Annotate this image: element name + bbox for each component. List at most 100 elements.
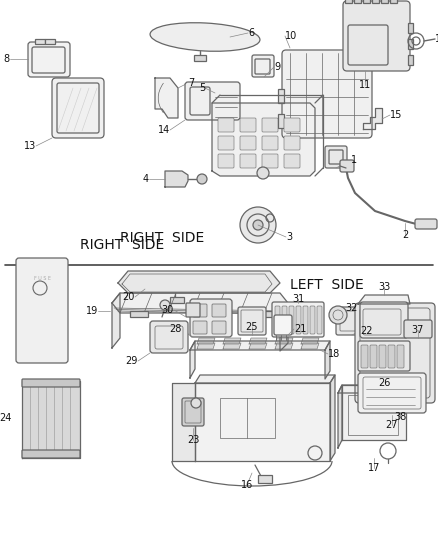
Polygon shape	[22, 381, 80, 458]
Text: 12: 12	[435, 34, 438, 44]
Circle shape	[160, 300, 170, 310]
FancyBboxPatch shape	[282, 306, 287, 334]
FancyBboxPatch shape	[252, 55, 274, 77]
FancyBboxPatch shape	[274, 315, 292, 335]
Text: 23: 23	[187, 435, 199, 445]
FancyBboxPatch shape	[397, 345, 404, 368]
FancyBboxPatch shape	[296, 306, 301, 334]
Polygon shape	[172, 383, 195, 461]
Text: RIGHT  SIDE: RIGHT SIDE	[80, 238, 164, 252]
Text: 7: 7	[188, 78, 194, 88]
Text: 1: 1	[351, 155, 357, 165]
Text: 32: 32	[345, 303, 357, 313]
Text: F U S E: F U S E	[33, 276, 50, 280]
FancyBboxPatch shape	[343, 1, 410, 71]
Text: 18: 18	[328, 349, 340, 359]
FancyBboxPatch shape	[289, 306, 294, 334]
FancyBboxPatch shape	[325, 146, 347, 168]
Text: 27: 27	[386, 420, 398, 430]
FancyBboxPatch shape	[388, 345, 395, 368]
Polygon shape	[363, 108, 382, 129]
Text: 4: 4	[143, 174, 149, 184]
Bar	[348, 395, 398, 435]
Bar	[381, 0, 388, 3]
FancyBboxPatch shape	[190, 299, 232, 337]
Text: 38: 38	[394, 412, 406, 422]
Text: 25: 25	[246, 322, 258, 332]
FancyBboxPatch shape	[22, 379, 80, 387]
FancyBboxPatch shape	[212, 321, 226, 334]
Text: RIGHT  SIDE: RIGHT SIDE	[120, 231, 204, 245]
Text: 19: 19	[86, 306, 98, 316]
Text: 28: 28	[170, 324, 182, 334]
Text: LEFT  SIDE: LEFT SIDE	[290, 278, 364, 292]
Bar	[220, 398, 275, 438]
FancyBboxPatch shape	[186, 303, 200, 317]
FancyBboxPatch shape	[22, 450, 80, 458]
Polygon shape	[342, 385, 406, 440]
Text: 2: 2	[402, 230, 408, 240]
Bar	[363, 0, 370, 3]
Bar	[408, 23, 413, 33]
FancyBboxPatch shape	[218, 136, 234, 150]
Polygon shape	[301, 343, 319, 349]
Polygon shape	[325, 341, 330, 379]
FancyBboxPatch shape	[262, 154, 278, 168]
FancyBboxPatch shape	[193, 321, 207, 334]
Circle shape	[257, 167, 269, 179]
FancyBboxPatch shape	[240, 154, 256, 168]
Text: 6: 6	[248, 28, 254, 38]
Text: 10: 10	[285, 31, 297, 41]
FancyBboxPatch shape	[28, 42, 70, 77]
FancyBboxPatch shape	[193, 304, 207, 317]
FancyBboxPatch shape	[16, 258, 68, 363]
Polygon shape	[358, 295, 410, 304]
Bar	[35, 39, 45, 44]
FancyBboxPatch shape	[262, 118, 278, 132]
Bar	[130, 311, 148, 317]
FancyBboxPatch shape	[240, 118, 256, 132]
FancyBboxPatch shape	[404, 320, 432, 338]
Text: 31: 31	[292, 294, 304, 304]
Bar	[354, 0, 361, 3]
FancyBboxPatch shape	[284, 118, 300, 132]
FancyBboxPatch shape	[336, 307, 368, 335]
FancyBboxPatch shape	[310, 306, 315, 334]
Text: 8: 8	[4, 54, 10, 64]
Bar	[194, 55, 206, 61]
FancyBboxPatch shape	[303, 306, 308, 334]
Text: 26: 26	[378, 378, 390, 388]
FancyBboxPatch shape	[218, 118, 234, 132]
Polygon shape	[195, 375, 335, 383]
Polygon shape	[190, 341, 330, 350]
Polygon shape	[155, 78, 178, 118]
Bar	[372, 0, 379, 3]
Polygon shape	[338, 385, 342, 448]
FancyBboxPatch shape	[212, 304, 226, 317]
Bar	[278, 114, 284, 128]
Bar	[408, 39, 413, 49]
Polygon shape	[338, 385, 410, 393]
Bar	[390, 0, 397, 3]
Bar	[278, 89, 284, 103]
Text: 14: 14	[158, 125, 170, 135]
Polygon shape	[197, 338, 215, 344]
Polygon shape	[223, 343, 241, 349]
FancyBboxPatch shape	[358, 373, 426, 413]
Text: 29: 29	[126, 356, 138, 366]
Text: 9: 9	[274, 62, 280, 72]
FancyBboxPatch shape	[52, 78, 104, 138]
Text: 20: 20	[123, 292, 135, 302]
Polygon shape	[275, 343, 293, 349]
FancyBboxPatch shape	[379, 345, 386, 368]
Polygon shape	[190, 341, 195, 378]
Bar	[345, 0, 352, 3]
Text: 21: 21	[294, 324, 306, 334]
FancyBboxPatch shape	[275, 306, 280, 334]
Bar	[45, 39, 55, 44]
Polygon shape	[195, 383, 330, 461]
FancyBboxPatch shape	[182, 398, 204, 426]
Circle shape	[253, 220, 263, 230]
FancyBboxPatch shape	[218, 154, 234, 168]
FancyBboxPatch shape	[282, 50, 372, 138]
